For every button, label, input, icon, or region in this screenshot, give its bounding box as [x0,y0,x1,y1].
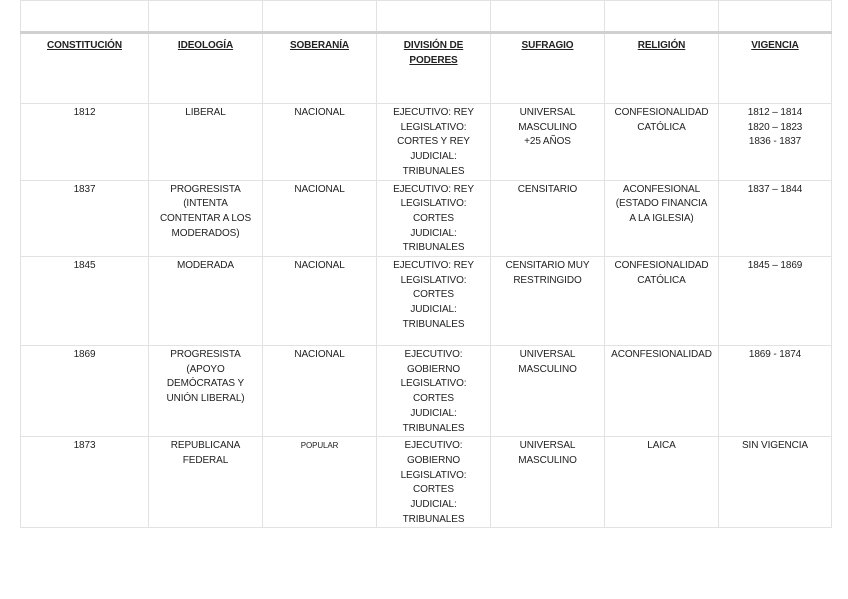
table-cell: REPUBLICANA FEDERAL [148,436,263,529]
table-cell: PROGRESISTA (INTENTA CONTENTAR A LOS MOD… [148,179,263,258]
header-cell: CONSTITUCIÓN [20,32,149,104]
table-cell: CENSITARIO MUY RESTRINGIDO [490,256,605,347]
header-cell: RELIGIÓN [604,32,719,104]
table-row: 1869 PROGRESISTA (APOYO DEMÓCRATAS Y UNIÓ… [20,345,832,438]
blank-row [20,0,832,34]
header-cell: VIGENCIA [718,32,832,104]
table-cell: 1812 – 1814 1820 – 1823 1836 - 1837 [718,103,832,181]
table-cell: LIBERAL [148,103,263,181]
table-cell: EJECUTIVO: REY LEGISLATIVO: CORTES JUDIC… [376,256,491,347]
table-row: 1837 PROGRESISTA (INTENTA CONTENTAR A LOS… [20,179,832,258]
header-cell: SUFRAGIO [490,32,605,104]
table-cell: 1812 [20,103,149,181]
table-cell: 1869 - 1874 [718,345,832,438]
table-cell: 1845 – 1869 [718,256,832,347]
constitutions-table: CONSTITUCIÓN IDEOLOGÍA SOBERANÍA DIVISIÓ… [20,0,832,529]
table-cell: CENSITARIO [490,179,605,258]
table-cell: LAICA [604,436,719,529]
table-row: 1873 REPUBLICANA FEDERAL POPULAR EJECUTIVO:… [20,436,832,529]
table-cell: ACONFESIONALIDAD [604,345,719,438]
header-row: CONSTITUCIÓN IDEOLOGÍA SOBERANÍA DIVISIÓ… [20,32,832,104]
table-cell: NACIONAL [262,103,377,181]
table-cell: 1837 – 1844 [718,179,832,258]
table-cell: EJECUTIVO: GOBIERNO LEGISLATIVO: CORTES … [376,345,491,438]
table-cell: ACONFESIONAL (ESTADO FINANCIA A LA IGLES… [604,179,719,258]
header-cell: DIVISIÓN DE PODERES [376,32,491,104]
table-cell: MODERADA [148,256,263,347]
table-cell: UNIVERSAL MASCULINO +25 AÑOS [490,103,605,181]
table-cell: UNIVERSAL MASCULINO [490,345,605,438]
table-cell: 1837 [20,179,149,258]
header-cell: SOBERANÍA [262,32,377,104]
table-row: 1845 MODERADA NACIONAL EJECUTIVO: REY LEGIS… [20,256,832,347]
table-cell: NACIONAL [262,256,377,347]
table-cell: POPULAR [262,436,377,529]
table-cell: NACIONAL [262,179,377,258]
table-cell: NACIONAL [262,345,377,438]
table-cell: 1869 [20,345,149,438]
header-cell: IDEOLOGÍA [148,32,263,104]
table-cell: 1873 [20,436,149,529]
table-cell: EJECUTIVO: REY LEGISLATIVO: CORTES Y REY… [376,103,491,181]
table-cell: UNIVERSAL MASCULINO [490,436,605,529]
table-cell: EJECUTIVO: GOBIERNO LEGISLATIVO: CORTES … [376,436,491,529]
table-cell: SIN VIGENCIA [718,436,832,529]
table-cell: CONFESIONALIDAD CATÓLICA [604,256,719,347]
table-row: 1812 LIBERAL NACIONAL EJECUTIVO: REY LEGISL… [20,103,832,181]
table-cell: PROGRESISTA (APOYO DEMÓCRATAS Y UNIÓN LI… [148,345,263,438]
table-cell: 1845 [20,256,149,347]
table-cell: CONFESIONALIDAD CATÓLICA [604,103,719,181]
table-cell: EJECUTIVO: REY LEGISLATIVO: CORTES JUDIC… [376,179,491,258]
